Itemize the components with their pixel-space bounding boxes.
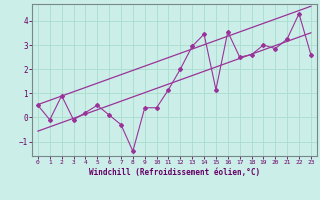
X-axis label: Windchill (Refroidissement éolien,°C): Windchill (Refroidissement éolien,°C) [89,168,260,177]
